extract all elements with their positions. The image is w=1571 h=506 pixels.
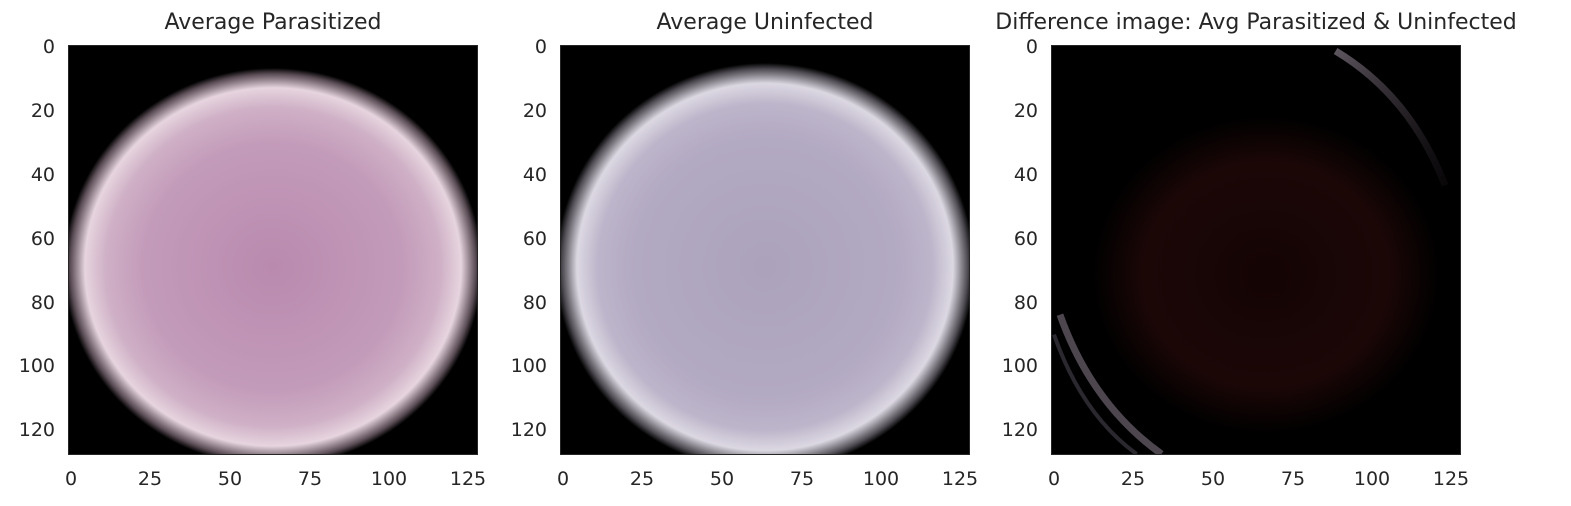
- panel-title: Average Uninfected: [656, 10, 874, 35]
- y-tick: 60: [522, 228, 547, 250]
- x-tick: 100: [862, 468, 900, 490]
- x-tick: 25: [629, 468, 655, 490]
- x-tick: 25: [137, 468, 163, 490]
- x-tick: 50: [217, 468, 243, 490]
- y-tick: 60: [30, 228, 55, 250]
- y-tick: 40: [30, 164, 55, 186]
- y-tick: 100: [18, 355, 55, 377]
- panel-title: Difference image: Avg Parasitized & Unin…: [995, 10, 1517, 35]
- x-tick: 25: [1120, 468, 1146, 490]
- y-tick: 60: [1013, 228, 1038, 250]
- x-tick: 0: [1047, 468, 1061, 490]
- image-average-parasitized: [68, 45, 478, 455]
- x-tick: 125: [449, 468, 487, 490]
- x-tick: 75: [789, 468, 815, 490]
- y-tick: 120: [1001, 419, 1038, 441]
- y-tick: 0: [534, 36, 547, 58]
- x-tick: 0: [556, 468, 570, 490]
- x-tick: 100: [370, 468, 408, 490]
- x-tick: 0: [64, 468, 78, 490]
- y-tick: 120: [18, 419, 55, 441]
- y-tick: 20: [522, 100, 547, 122]
- y-tick: 0: [42, 36, 55, 58]
- y-tick: 80: [522, 292, 547, 314]
- x-tick: 50: [709, 468, 735, 490]
- panel-difference-image: Difference image: Avg Parasitized & Unin…: [983, 0, 1571, 506]
- y-tick: 80: [30, 292, 55, 314]
- x-tick: 75: [297, 468, 323, 490]
- y-tick: 100: [510, 355, 547, 377]
- y-tick: 100: [1001, 355, 1038, 377]
- y-tick: 0: [1025, 36, 1038, 58]
- panel-average-parasitized: Average Parasitized 0 20 40 60 80 100 12…: [0, 0, 500, 506]
- panel-title: Average Parasitized: [164, 10, 382, 35]
- image-average-uninfected: [560, 45, 970, 455]
- x-tick: 50: [1200, 468, 1226, 490]
- x-tick: 125: [1432, 468, 1470, 490]
- y-tick: 20: [30, 100, 55, 122]
- x-tick: 75: [1280, 468, 1306, 490]
- x-tick: 125: [941, 468, 979, 490]
- y-tick: 40: [1013, 164, 1038, 186]
- image-difference: [1051, 45, 1461, 455]
- x-tick: 100: [1353, 468, 1391, 490]
- y-tick: 40: [522, 164, 547, 186]
- panel-average-uninfected: Average Uninfected 0 20 40 60 80 100 120…: [492, 0, 992, 506]
- y-tick: 20: [1013, 100, 1038, 122]
- y-tick: 120: [510, 419, 547, 441]
- y-tick: 80: [1013, 292, 1038, 314]
